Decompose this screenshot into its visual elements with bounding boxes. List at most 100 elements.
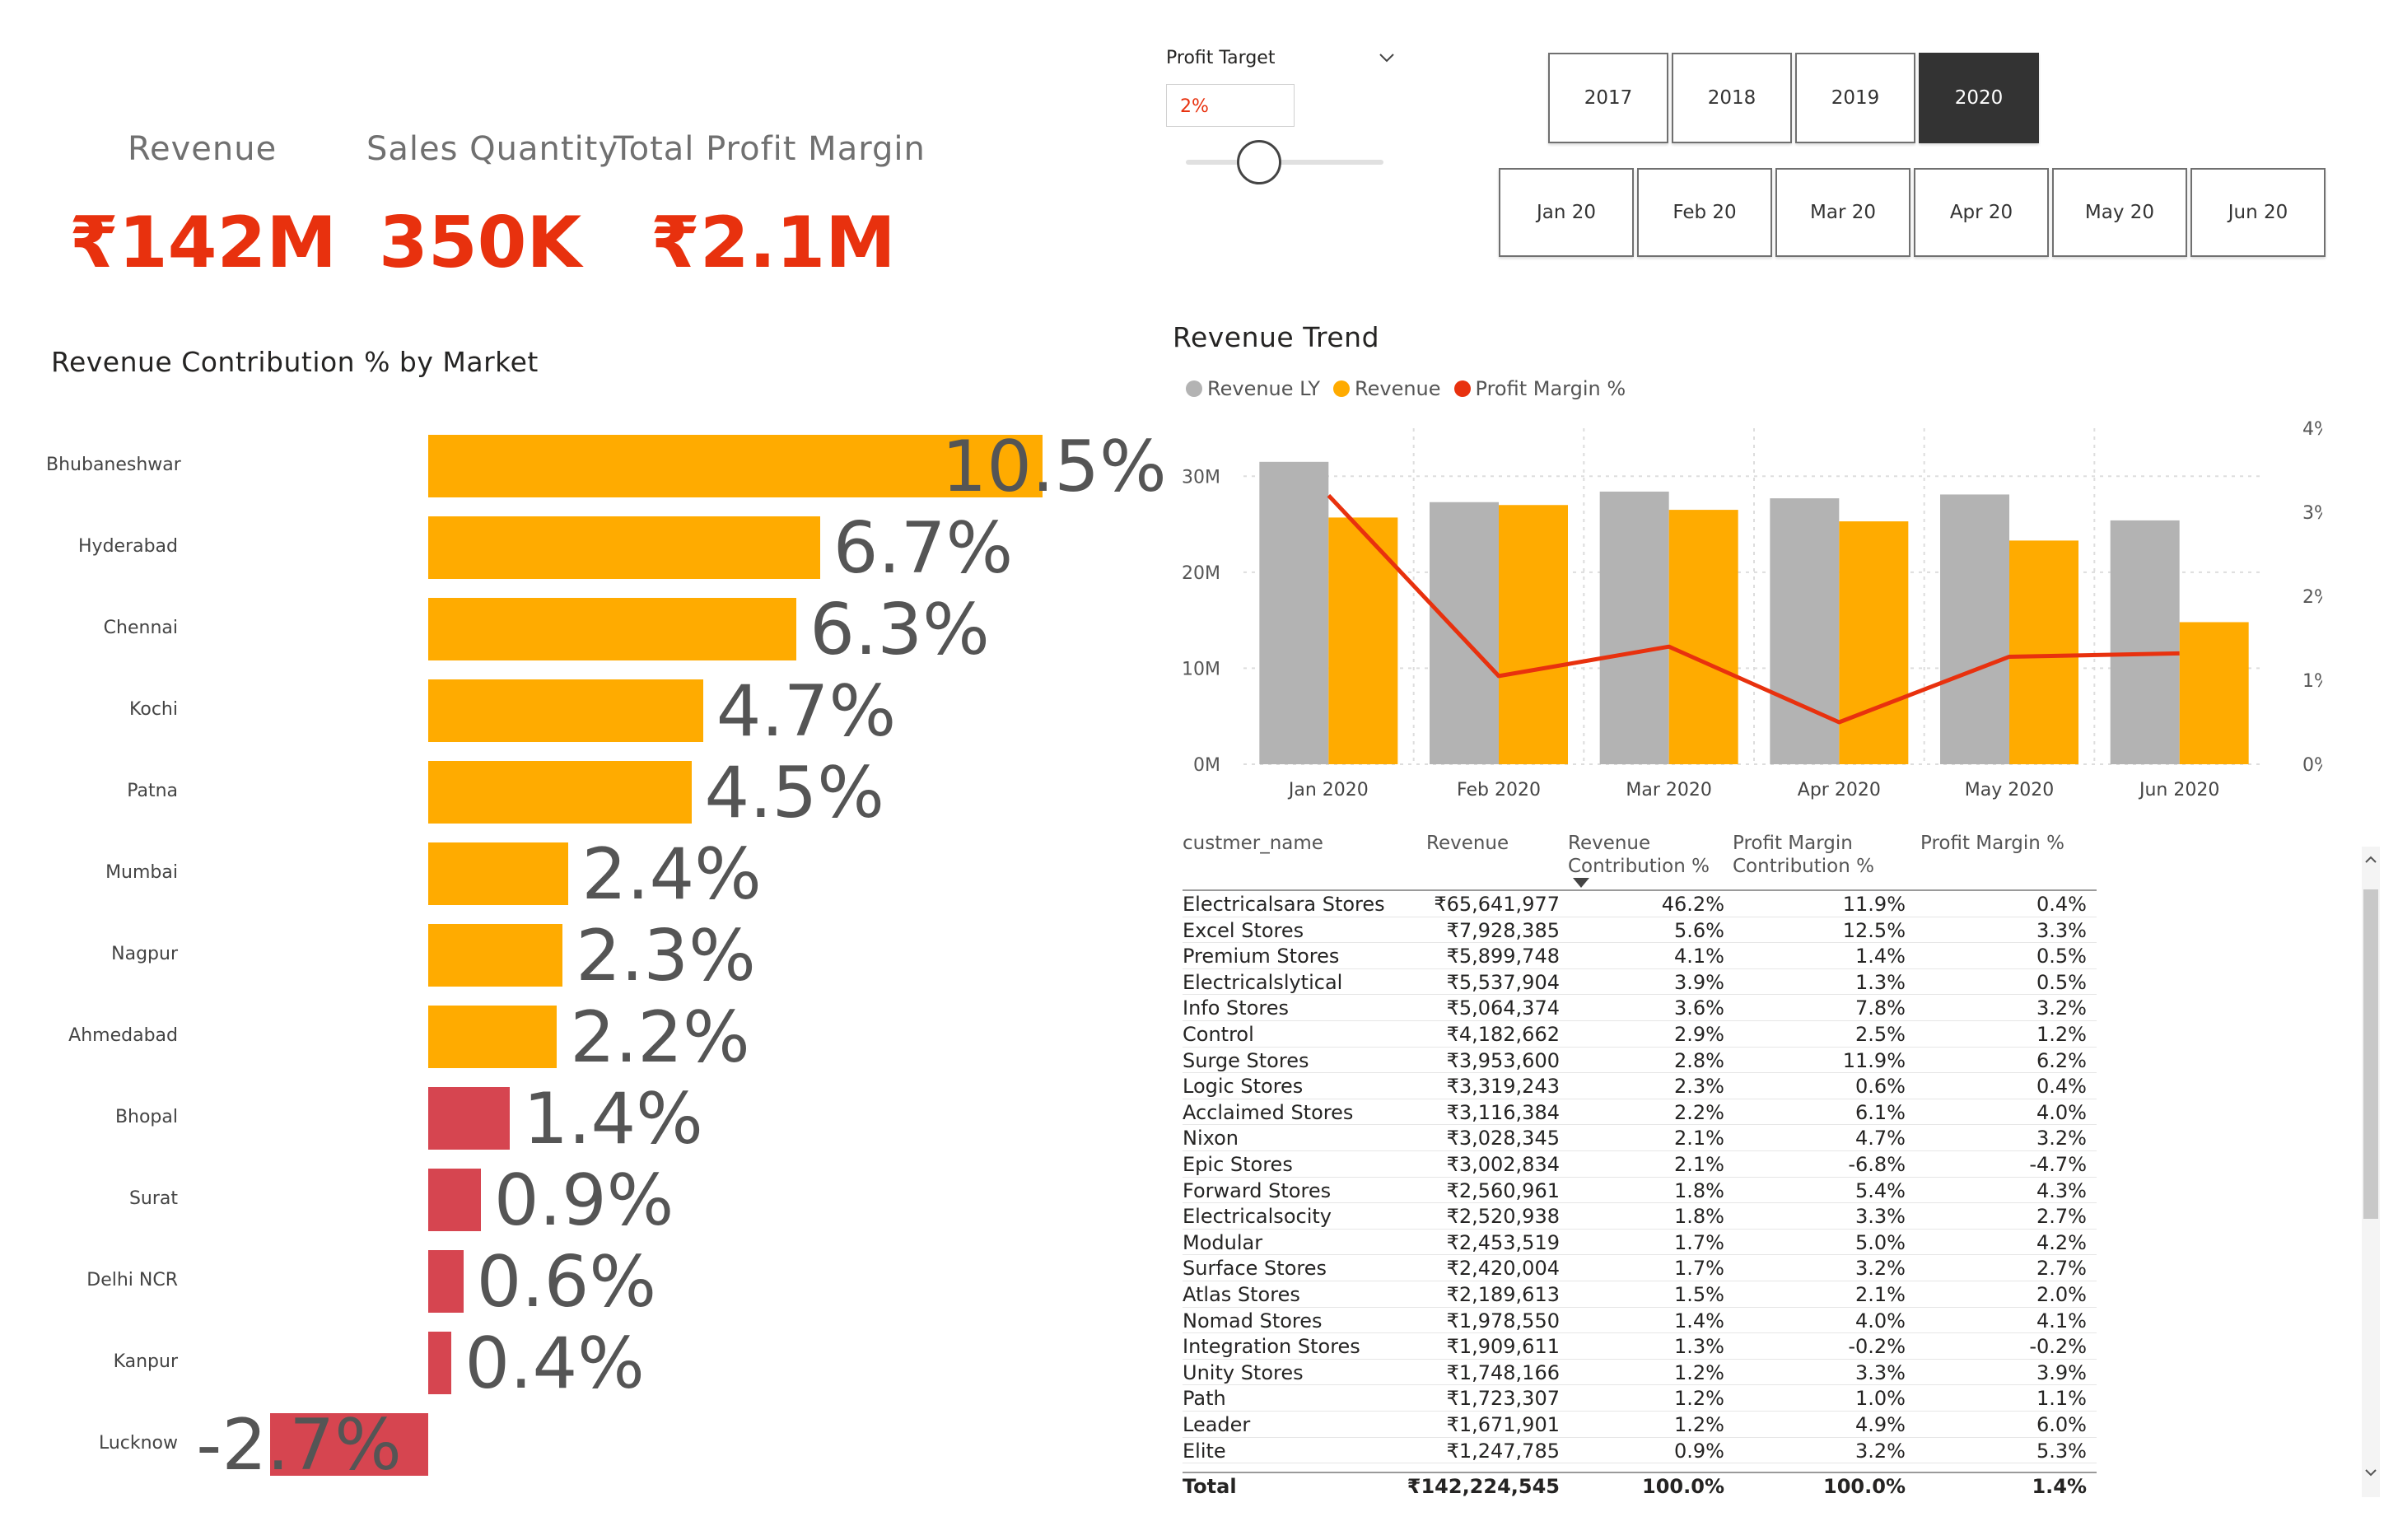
- column-header-profit-margin[interactable]: Profit Margin %: [1920, 833, 2065, 854]
- table-row[interactable]: Surface Stores ₹2,420,004 1.7% 3.2% 2.7%: [1183, 1255, 2097, 1281]
- table-row[interactable]: Surge Stores ₹3,953,600 2.8% 11.9% 6.2%: [1183, 1048, 2097, 1074]
- table-cell: ₹1,909,611: [1446, 1335, 1560, 1359]
- column-header-name[interactable]: custmer_name: [1183, 833, 1323, 854]
- table-cell: 2.0%: [2036, 1283, 2087, 1306]
- column-header-revenue[interactable]: Revenue: [1426, 833, 1509, 854]
- table-cell: -6.8%: [1848, 1153, 1906, 1176]
- x-tick-label: Jun 2020: [2138, 780, 2219, 800]
- market-bar[interactable]: [428, 842, 569, 905]
- month-button-feb[interactable]: Feb 20: [1637, 168, 1772, 257]
- revenue-bar[interactable]: [1839, 521, 1909, 764]
- profit-target-slider-handle[interactable]: [1237, 140, 1281, 184]
- revenue-ly-bar[interactable]: [1259, 461, 1329, 764]
- scroll-up-icon[interactable]: [2362, 853, 2380, 866]
- profit-margin-line[interactable]: [1327, 493, 2180, 725]
- chevron-down-icon[interactable]: [1377, 48, 1397, 68]
- market-bar[interactable]: [428, 598, 797, 660]
- column-header-profit-margin-contribution[interactable]: Profit Margin Contribution %: [1733, 833, 1874, 877]
- table-cell: ₹1,671,901: [1446, 1413, 1560, 1436]
- table-total-row[interactable]: Total ₹142,224,545 100.0% 100.0% 1.4%: [1183, 1472, 2097, 1498]
- scroll-down-icon[interactable]: [2362, 1466, 2380, 1479]
- legend-item-revenue[interactable]: Revenue: [1333, 377, 1441, 400]
- column-header-revenue-contribution[interactable]: Revenue Contribution %: [1568, 832, 1710, 888]
- table-cell: 3.9%: [1674, 970, 1724, 994]
- table-cell: 6.0%: [2036, 1413, 2087, 1436]
- month-button-jan[interactable]: Jan 20: [1499, 168, 1634, 257]
- profit-target-slider-track[interactable]: [1186, 160, 1383, 165]
- revenue-ly-bar[interactable]: [1430, 502, 1499, 764]
- profit-target-input[interactable]: 2%: [1166, 84, 1295, 127]
- market-bar[interactable]: [428, 1087, 511, 1150]
- table-row[interactable]: Forward Stores ₹2,560,961 1.8% 5.4% 4.3%: [1183, 1178, 2097, 1204]
- month-button-apr[interactable]: Apr 20: [1914, 168, 2049, 257]
- table-cell: 3.3%: [2036, 918, 2087, 942]
- revenue-bar[interactable]: [2009, 540, 2078, 764]
- market-data-label: 4.7%: [716, 670, 897, 753]
- market-bar[interactable]: [428, 1169, 481, 1231]
- market-data-label: 0.9%: [493, 1160, 674, 1242]
- table-row[interactable]: Excel Stores ₹7,928,385 5.6% 12.5% 3.3%: [1183, 917, 2097, 944]
- table-row[interactable]: Electricalsara Stores ₹65,641,977 46.2% 11.…: [1183, 891, 2097, 917]
- table-row[interactable]: Acclaimed Stores ₹3,116,384 2.2% 6.1% 4.0%: [1183, 1099, 2097, 1126]
- year-button-2017[interactable]: 2017: [1548, 53, 1668, 143]
- market-label: Patna: [127, 781, 178, 801]
- table-scrollbar-thumb[interactable]: [2363, 889, 2378, 1219]
- table-cell: 11.9%: [1842, 893, 1906, 916]
- profit-target-title: Profit Target: [1166, 48, 1276, 68]
- market-bar[interactable]: [270, 1413, 428, 1476]
- sort-descending-icon: [1573, 878, 1589, 888]
- table-row[interactable]: Path ₹1,723,307 1.2% 1.0% 1.1%: [1183, 1385, 2097, 1412]
- table-row[interactable]: Atlas Stores ₹2,189,613 1.5% 2.1% 2.0%: [1183, 1281, 2097, 1308]
- table-cell: 2.9%: [1674, 1023, 1724, 1046]
- revenue-ly-bar[interactable]: [2110, 520, 2180, 764]
- table-cell: 2.1%: [1674, 1127, 1724, 1150]
- table-row[interactable]: Nomad Stores ₹1,978,550 1.4% 4.0% 4.1%: [1183, 1308, 2097, 1334]
- market-bar[interactable]: [428, 1006, 558, 1068]
- table-row[interactable]: Premium Stores ₹5,899,748 4.1% 1.4% 0.5%: [1183, 943, 2097, 969]
- table-cell: Path: [1183, 1387, 1226, 1411]
- table-cell: 0.4%: [2036, 893, 2087, 916]
- table-row[interactable]: Modular ₹2,453,519 1.7% 5.0% 4.2%: [1183, 1230, 2097, 1256]
- table-row[interactable]: Info Stores ₹5,064,374 3.6% 7.8% 3.2%: [1183, 995, 2097, 1021]
- year-button-2019[interactable]: 2019: [1795, 53, 1915, 143]
- table-cell: 11.9%: [1842, 1048, 1906, 1072]
- market-data-label: -2.7%: [196, 1404, 402, 1486]
- month-button-may[interactable]: May 20: [2052, 168, 2187, 257]
- table-row[interactable]: Elite ₹1,247,785 0.9% 3.2% 5.3%: [1183, 1438, 2097, 1464]
- table-row[interactable]: Electricalsocity ₹2,520,938 1.8% 3.3% 2.7%: [1183, 1203, 2097, 1230]
- market-bar[interactable]: [428, 761, 692, 824]
- table-cell: ₹5,899,748: [1446, 945, 1560, 968]
- revenue-bar[interactable]: [1499, 505, 1568, 764]
- table-row[interactable]: Epic Stores ₹3,002,834 2.1% -6.8% -4.7%: [1183, 1151, 2097, 1178]
- table-cell: 2.2%: [1674, 1100, 1724, 1124]
- table-row[interactable]: Logic Stores ₹3,319,243 2.3% 0.6% 0.4%: [1183, 1073, 2097, 1099]
- market-bar[interactable]: [428, 435, 1043, 497]
- market-bar[interactable]: [428, 924, 563, 987]
- legend-item-profit-margin[interactable]: Profit Margin %: [1453, 377, 1626, 400]
- month-button-jun[interactable]: Jun 20: [2190, 168, 2326, 257]
- table-row[interactable]: Electricalslytical ₹5,537,904 3.9% 1.3% 0.5%: [1183, 969, 2097, 996]
- market-bar[interactable]: [428, 1250, 464, 1313]
- market-bar[interactable]: [428, 516, 820, 579]
- table-row[interactable]: Leader ₹1,671,901 1.2% 4.9% 6.0%: [1183, 1412, 2097, 1438]
- table-row[interactable]: Nixon ₹3,028,345 2.1% 4.7% 3.2%: [1183, 1125, 2097, 1151]
- table-row[interactable]: Unity Stores ₹1,748,166 1.2% 3.3% 3.9%: [1183, 1360, 2097, 1386]
- revenue-ly-bar[interactable]: [1940, 494, 2009, 764]
- revenue-bar[interactable]: [1668, 510, 1738, 764]
- market-bar[interactable]: [428, 679, 703, 742]
- revenue-bar[interactable]: [1328, 517, 1398, 764]
- market-bar[interactable]: [428, 1332, 452, 1394]
- revenue-ly-bar[interactable]: [1599, 491, 1669, 764]
- month-button-mar[interactable]: Mar 20: [1775, 168, 1910, 257]
- table-cell: 1.2%: [2036, 1023, 2087, 1046]
- year-button-2020[interactable]: 2020: [1919, 53, 2039, 143]
- market-label: Delhi NCR: [86, 1270, 178, 1290]
- table-row[interactable]: Control ₹4,182,662 2.9% 2.5% 1.2%: [1183, 1021, 2097, 1048]
- revenue-bar[interactable]: [2179, 622, 2249, 764]
- table-cell: ₹3,002,834: [1446, 1153, 1560, 1176]
- table-row[interactable]: Integration Stores ₹1,909,611 1.3% -0.2% -0.…: [1183, 1333, 2097, 1360]
- revenue-ly-bar[interactable]: [1770, 498, 1840, 764]
- year-button-2018[interactable]: 2018: [1672, 53, 1792, 143]
- legend-item-revenue-ly[interactable]: Revenue LY: [1186, 377, 1320, 400]
- table-cell: 2.3%: [1674, 1075, 1724, 1099]
